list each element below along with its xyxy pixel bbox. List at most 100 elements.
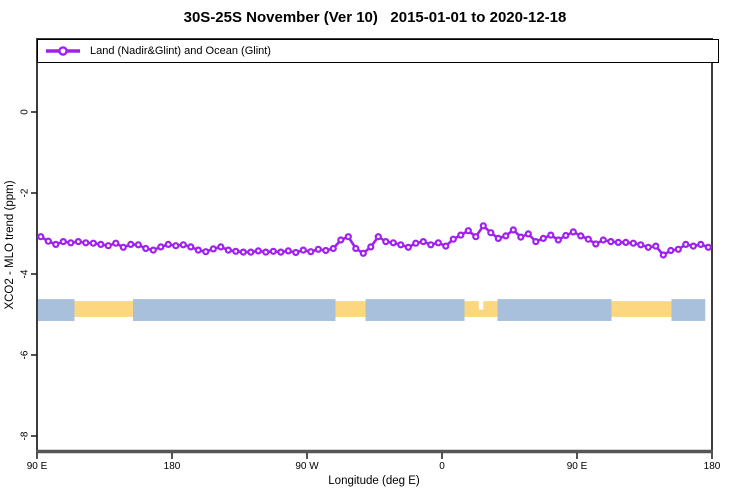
data-point [52, 240, 60, 248]
data-point [644, 243, 652, 251]
y-tick-label: -6 [20, 350, 31, 359]
data-point [97, 240, 105, 248]
data-point [382, 238, 390, 246]
data-point [127, 240, 135, 248]
land-band-segment [335, 301, 366, 317]
data-point [187, 243, 195, 251]
data-point [667, 246, 675, 255]
data-point [322, 246, 330, 255]
x-tick-label: 180 [704, 461, 721, 472]
data-point [457, 231, 465, 239]
data-point [472, 233, 480, 241]
data-point [479, 222, 487, 230]
data-point [689, 242, 697, 250]
data-point [104, 242, 112, 250]
data-point [509, 226, 517, 234]
data-point [74, 238, 82, 246]
land-band-segment [611, 301, 672, 317]
data-point [119, 243, 127, 251]
data-point [89, 239, 97, 247]
data-point [449, 235, 457, 243]
ocean-band-segment [497, 299, 612, 321]
ocean-band-segment [133, 299, 336, 321]
data-point [194, 246, 202, 254]
data-point [584, 235, 592, 243]
data-point [404, 243, 412, 251]
ocean-band-segment [37, 299, 75, 321]
data-point [397, 241, 405, 249]
data-point [539, 234, 547, 242]
ocean-band-segment [365, 299, 465, 321]
data-point [389, 239, 397, 247]
data-point [652, 242, 660, 250]
data-point [59, 238, 67, 246]
data-point [487, 229, 495, 237]
data-point [344, 233, 352, 241]
data-point [329, 244, 337, 253]
data-point [44, 237, 52, 245]
data-point [254, 247, 262, 255]
data-point [442, 242, 450, 250]
data-point [419, 238, 427, 246]
data-point [112, 239, 120, 247]
x-axis-label: Longitude (deg E) [328, 475, 420, 487]
data-point [134, 241, 142, 249]
data-point [629, 239, 637, 247]
data-point [464, 227, 472, 235]
data-point [172, 242, 180, 250]
data-point [637, 241, 645, 249]
data-point [607, 238, 615, 246]
data-point [352, 244, 360, 253]
land-band-segment [74, 301, 133, 317]
data-point [704, 243, 712, 251]
data-point [374, 233, 382, 241]
y-tick-label: -4 [20, 269, 31, 278]
data-point [284, 247, 292, 255]
data-point [37, 233, 45, 241]
data-point [427, 241, 435, 249]
y-axis-label: XCO2 - MLO trend (ppm) [4, 180, 16, 310]
data-series-land-ocean [37, 222, 712, 259]
data-point [494, 234, 502, 242]
legend-label: Land (Nadir&Glint) and Ocean (Glint) [90, 45, 271, 57]
data-point [142, 244, 150, 253]
data-point [614, 238, 622, 246]
data-point [659, 251, 667, 259]
data-point [524, 230, 532, 238]
data-point [502, 232, 510, 240]
ocean-band-segment [671, 299, 706, 321]
data-point [682, 240, 690, 248]
y-tick-label: -2 [20, 188, 31, 197]
data-point [232, 247, 240, 255]
data-point [247, 248, 255, 256]
data-point [697, 240, 705, 248]
data-point [209, 245, 217, 253]
data-point [82, 239, 90, 247]
data-point [239, 248, 247, 256]
x-tick-label: 180 [164, 461, 181, 472]
data-point [314, 245, 322, 253]
data-point [622, 238, 630, 246]
land-band-notch [478, 301, 484, 310]
data-point [434, 239, 442, 247]
data-point [367, 243, 375, 251]
axis-ticks: 0 -2 -4 -6 -8 90 E 180 90 W 0 90 E 180 [20, 109, 721, 472]
data-point [307, 248, 315, 256]
data-point [67, 239, 75, 247]
data-point [262, 248, 270, 256]
data-point [292, 248, 300, 257]
x-tick-label: 0 [439, 461, 445, 472]
data-point [277, 248, 285, 256]
data-point [164, 240, 172, 248]
data-point [517, 233, 525, 241]
x-tick-label: 90 W [295, 461, 319, 472]
data-point [224, 246, 232, 254]
legend-line-marker-icon [46, 46, 80, 56]
data-point [299, 246, 307, 254]
data-point [269, 247, 277, 255]
data-point [179, 241, 187, 249]
data-point [599, 236, 607, 244]
data-point [157, 243, 165, 251]
